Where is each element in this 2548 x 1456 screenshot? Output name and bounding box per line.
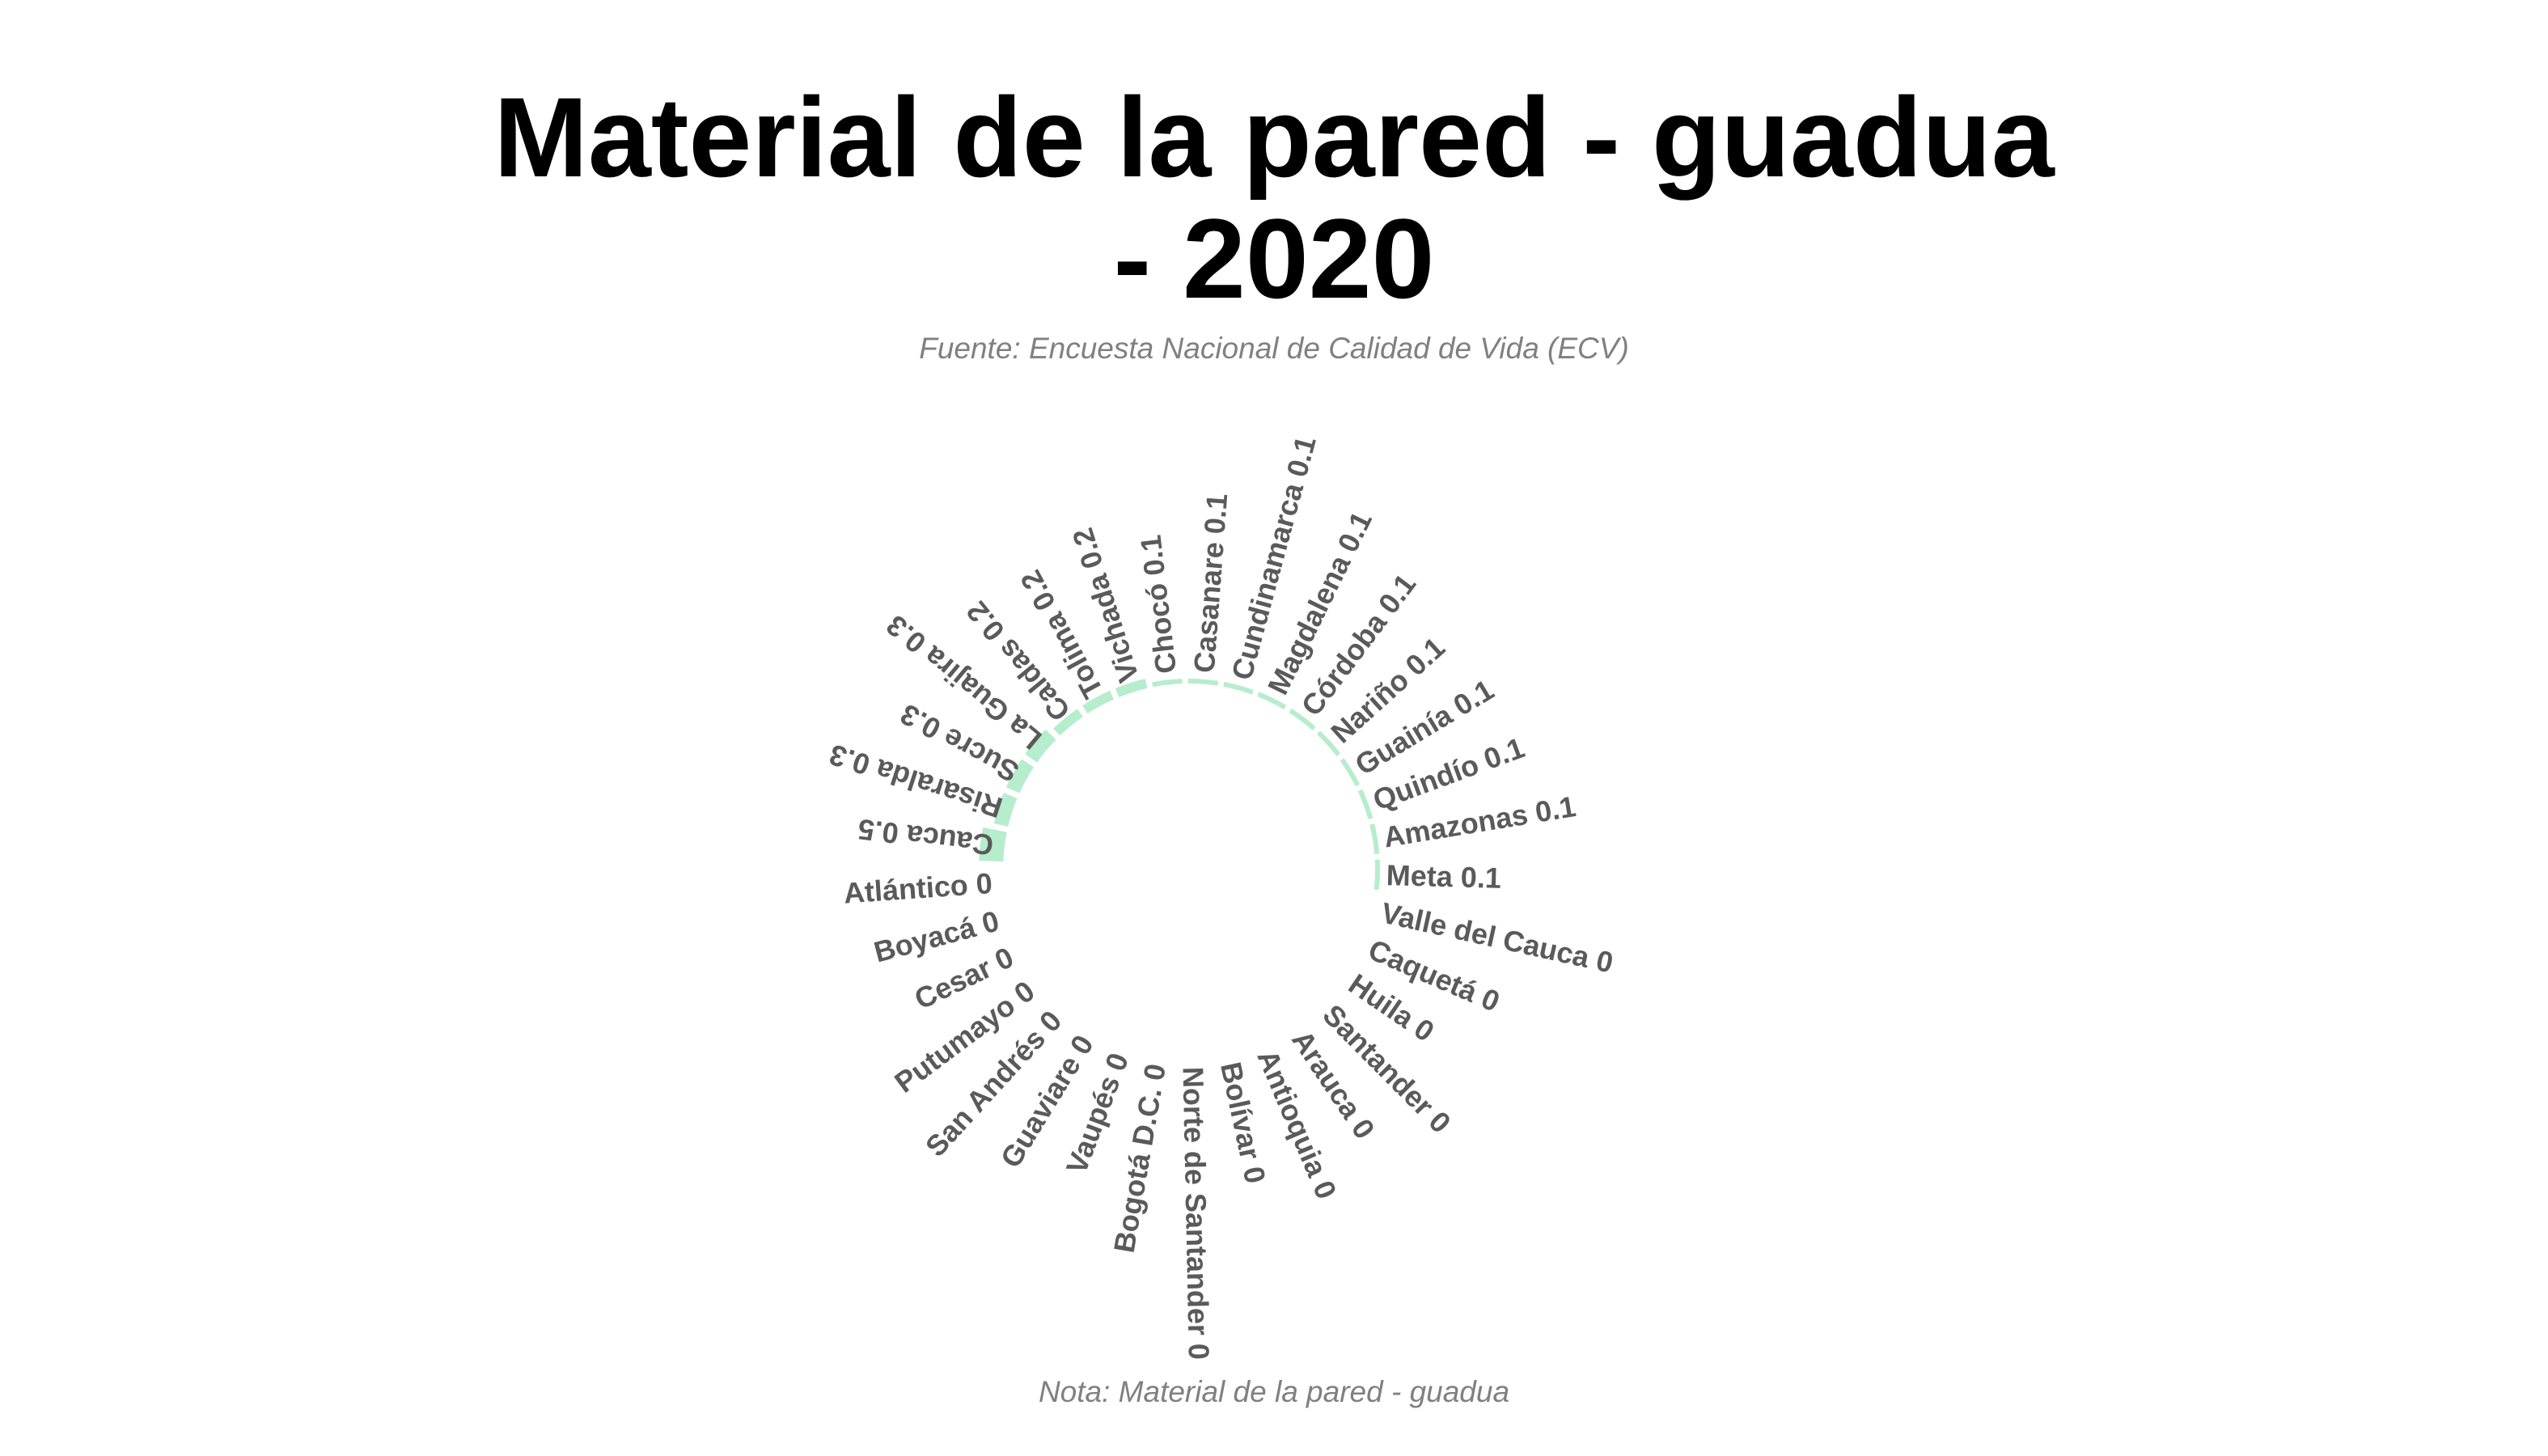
bar-label-8: Casanare 0.1 xyxy=(1187,493,1234,675)
bar-21 xyxy=(1280,1015,1306,1032)
title-line-1: Material de la pared - guadua xyxy=(493,74,2055,201)
bar-20 xyxy=(1309,990,1331,1012)
bar-19 xyxy=(1334,961,1351,987)
bar-label-16: Meta 0.1 xyxy=(1386,858,1501,895)
bar-5 xyxy=(1082,690,1114,714)
bar-27 xyxy=(1079,1019,1105,1035)
bar-30 xyxy=(1015,936,1029,964)
bar-17 xyxy=(1366,895,1373,925)
bar-24 xyxy=(1178,1054,1208,1056)
bar-label-0: Cauca 0.5 xyxy=(856,812,995,861)
page-title: Material de la pared - guadua - 2020 xyxy=(0,77,2548,320)
bar-4 xyxy=(1053,709,1083,736)
bar-7 xyxy=(1152,679,1183,688)
bar-15 xyxy=(1369,823,1380,854)
bar-31 xyxy=(1005,902,1014,932)
bar-8 xyxy=(1187,679,1219,686)
bar-label-7: Chocó 0.1 xyxy=(1134,533,1183,675)
bar-25 xyxy=(1143,1049,1173,1056)
bar-14 xyxy=(1357,789,1373,819)
bar-23 xyxy=(1213,1048,1242,1055)
bar-1 xyxy=(993,793,1018,827)
bar-32 xyxy=(1003,867,1005,897)
bar-26 xyxy=(1110,1038,1138,1049)
bar-18 xyxy=(1353,929,1365,957)
bar-29 xyxy=(1031,968,1049,993)
bar-label-32: Atlántico 0 xyxy=(843,866,993,909)
bar-3 xyxy=(1025,729,1056,763)
bar-22 xyxy=(1247,1034,1276,1047)
bar-0 xyxy=(979,827,1007,862)
bar-label-24: Norte de Santander 0 xyxy=(1177,1066,1216,1360)
bar-10 xyxy=(1257,692,1287,710)
title-line-2: - 2020 xyxy=(1113,195,1435,322)
bar-28 xyxy=(1052,996,1075,1017)
bar-6 xyxy=(1115,679,1148,697)
chart-subtitle: Fuente: Encuesta Nacional de Calidad de … xyxy=(919,332,1629,365)
bar-16 xyxy=(1373,859,1380,891)
bar-2 xyxy=(1005,759,1034,794)
bars-layer xyxy=(979,679,1380,1056)
bar-11 xyxy=(1289,708,1316,730)
bar-12 xyxy=(1316,730,1341,756)
bar-9 xyxy=(1223,682,1254,695)
bar-13 xyxy=(1340,758,1361,787)
chart-note: Nota: Material de la pared - guadua xyxy=(1038,1375,1510,1408)
